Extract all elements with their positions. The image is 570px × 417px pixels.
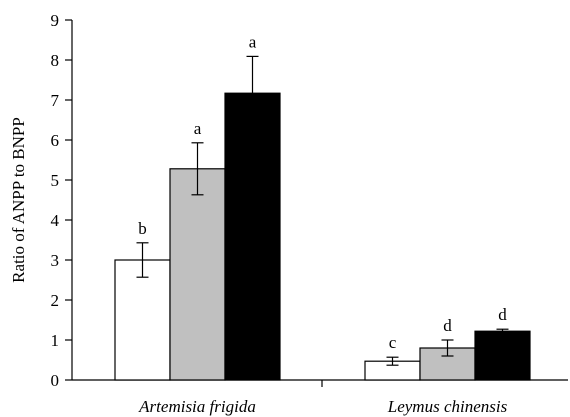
y-tick-label: 0 (51, 371, 60, 390)
y-tick-label: 4 (51, 211, 60, 230)
y-tick-label: 9 (51, 11, 60, 30)
significance-label: d (498, 305, 507, 324)
x-category-label: Leymus chinensis (387, 397, 508, 416)
significance-label: a (249, 32, 257, 51)
bars (114, 92, 531, 381)
bar (169, 168, 226, 381)
labels: b a a Artemisia frigida c d d Leymus chinensis (138, 32, 507, 416)
y-tick-label: 2 (51, 291, 60, 310)
significance-label: b (138, 219, 147, 238)
significance-label: d (443, 316, 452, 335)
y-tick-label: 8 (51, 51, 60, 70)
y-tick-label: 3 (51, 251, 60, 270)
y-axis-title: Ratio of ANPP to BNPP (9, 117, 28, 283)
bar (474, 330, 531, 381)
y-tick-label: 6 (51, 131, 60, 150)
y-tick-label: 7 (51, 91, 60, 110)
x-category-label: Artemisia frigida (138, 397, 256, 416)
bar (224, 92, 281, 381)
error-bars (136, 55, 509, 366)
y-tick-label: 5 (51, 171, 60, 190)
significance-label: a (194, 119, 202, 138)
y-tick-label: 1 (51, 331, 60, 350)
significance-label: c (389, 333, 397, 352)
bar (114, 259, 171, 381)
